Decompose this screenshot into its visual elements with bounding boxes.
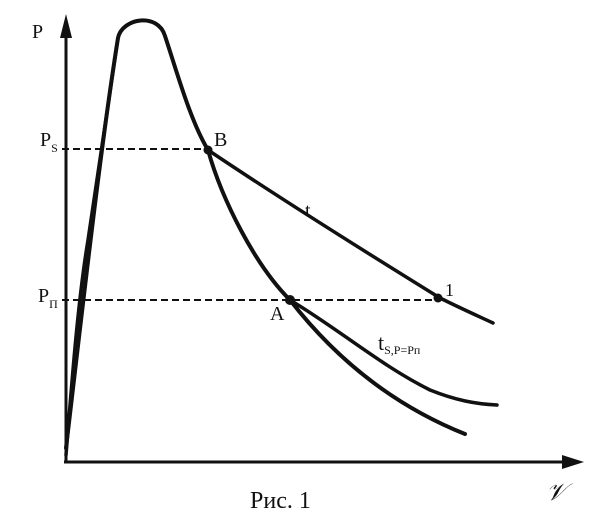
left-boundary-curve <box>64 36 120 457</box>
x-axis-arrow <box>562 455 584 469</box>
isotherm-t-curve <box>206 148 495 325</box>
ps-tick-main: P <box>40 129 51 151</box>
curve-t-label: t <box>305 200 311 222</box>
curve-ts-main: t <box>378 330 384 355</box>
ps-tick-label: PS <box>40 129 58 155</box>
point-b-marker <box>203 145 213 155</box>
axes <box>60 14 584 469</box>
figure-caption: Рис. 1 <box>250 488 311 514</box>
curve-ts-label: tS,P=Pп <box>378 330 421 357</box>
ps-tick-sub: S <box>51 141 58 155</box>
pp-tick-main: P <box>38 285 49 307</box>
isotherm-ts-curve <box>288 298 499 407</box>
point-a-label: A <box>270 303 285 325</box>
point-1-label: 1 <box>445 280 454 300</box>
saturation-dome-curve <box>64 18 467 450</box>
curve-ts-sub: S,P=Pп <box>384 343 421 357</box>
point-b-label: B <box>214 129 227 151</box>
pp-tick-sub: П <box>49 297 58 311</box>
point-a-marker <box>285 295 295 305</box>
y-axis-label: P <box>32 21 43 43</box>
point-1-marker <box>433 293 443 303</box>
x-axis-label: 𝒱 <box>546 480 574 506</box>
pp-tick-label: PП <box>38 285 58 311</box>
y-axis-arrow <box>60 14 72 38</box>
